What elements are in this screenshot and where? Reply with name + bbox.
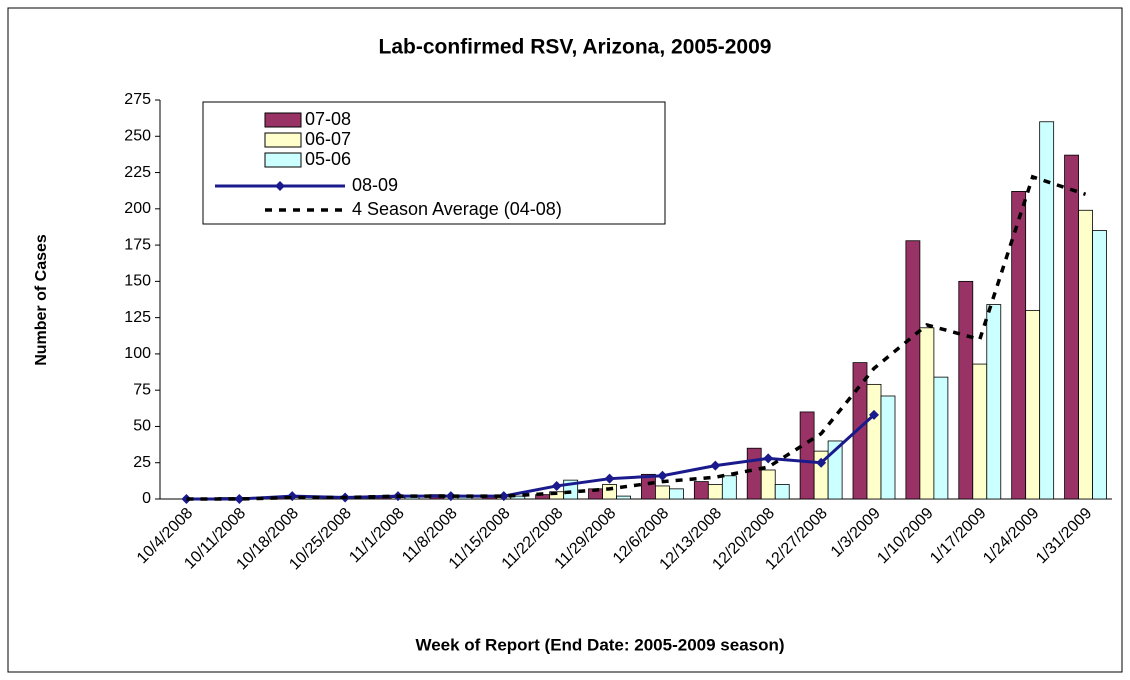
point — [234, 494, 245, 504]
bar — [972, 363, 988, 500]
legend-swatch — [264, 112, 302, 128]
bar — [799, 411, 815, 500]
point — [763, 453, 774, 464]
y-axis-label: Number of Cases — [33, 234, 50, 366]
bar — [905, 240, 921, 500]
bar — [866, 383, 882, 500]
y-tick-label: 175 — [124, 236, 151, 253]
bar — [721, 475, 737, 500]
y-tick-label: 25 — [133, 454, 151, 471]
bar — [919, 327, 935, 500]
x-axis-label: Week of Report (End Date: 2005-2009 seas… — [415, 635, 784, 654]
y-tick-label: 50 — [133, 418, 151, 435]
legend-label: 05-06 — [305, 149, 351, 169]
bar — [616, 495, 631, 500]
legend-label: 07-08 — [305, 109, 351, 129]
y-tick-label: 100 — [124, 345, 151, 362]
y-tick-label: 200 — [124, 200, 151, 217]
bar — [1011, 191, 1027, 500]
legend-label: 08-09 — [352, 175, 398, 195]
point — [445, 491, 456, 502]
point — [498, 491, 509, 502]
bar — [774, 484, 790, 500]
y-tick-label: 225 — [124, 164, 151, 181]
bar — [707, 484, 723, 500]
legend-label: 4 Season Average (04-08) — [352, 199, 562, 219]
y-tick-label: 0 — [142, 490, 151, 507]
legend-swatch — [264, 152, 302, 168]
bar — [880, 395, 896, 500]
bar — [1064, 154, 1079, 500]
y-tick-label: 275 — [124, 91, 151, 108]
y-tick-label: 75 — [133, 381, 151, 398]
legend-marker — [275, 181, 285, 191]
bar — [1039, 121, 1055, 500]
bar — [510, 495, 526, 500]
point — [657, 470, 668, 481]
y-tick-label: 150 — [124, 273, 151, 290]
bar — [669, 488, 684, 500]
bar — [1025, 309, 1041, 500]
bar — [655, 485, 670, 500]
bar — [933, 376, 949, 500]
y-tick-label: 125 — [124, 309, 151, 326]
chart-title: Lab-confirmed RSV, Arizona, 2005-2009 — [379, 36, 772, 59]
legend-label: 06-07 — [305, 129, 351, 149]
bar — [1092, 230, 1107, 500]
y-tick-label: 250 — [124, 127, 151, 144]
bar — [1078, 209, 1093, 500]
legend-swatch — [264, 132, 302, 148]
line — [186, 174, 1087, 501]
bar — [746, 447, 762, 500]
bar — [827, 440, 843, 500]
bar — [760, 469, 776, 500]
point — [604, 473, 615, 484]
point — [816, 457, 827, 468]
point — [710, 460, 721, 471]
bar — [958, 280, 974, 500]
bar — [986, 304, 1002, 500]
point — [551, 480, 562, 491]
point — [869, 409, 879, 420]
bar — [693, 481, 709, 500]
bar — [602, 484, 617, 500]
